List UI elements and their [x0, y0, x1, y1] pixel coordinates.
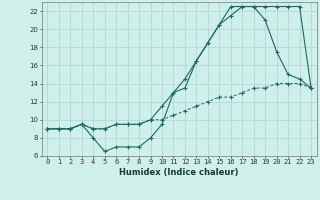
- X-axis label: Humidex (Indice chaleur): Humidex (Indice chaleur): [119, 168, 239, 177]
